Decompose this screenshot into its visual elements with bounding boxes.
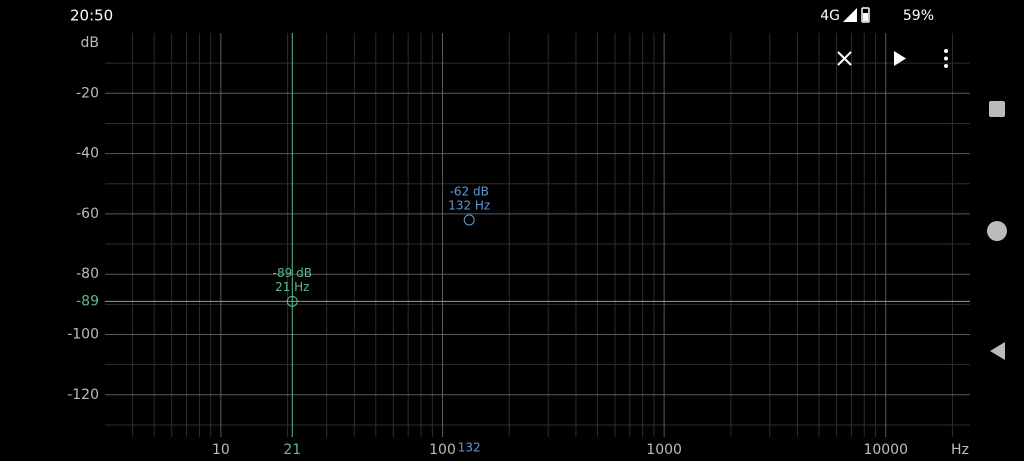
cursor-annotation: -89 dB — [273, 266, 312, 280]
marker-point — [463, 214, 475, 226]
status-network: 4G — [820, 8, 840, 24]
nav-home[interactable] — [987, 221, 1007, 241]
x-tick-label: 100 — [429, 442, 456, 458]
cursor-annotation: 21 Hz — [275, 280, 309, 294]
battery-icon — [861, 7, 870, 23]
marker-annotation: -62 dB — [450, 184, 489, 198]
plot: 10 100 1000 10000 -20 -40 -60 -80 -100 -120 dB Hz -8… — [67, 33, 970, 458]
cursor-x-label: 21 — [283, 442, 301, 458]
y-axis-label: dB — [81, 35, 100, 51]
y-tick-label: -120 — [67, 387, 99, 403]
y-tick-label: -80 — [76, 266, 99, 282]
cursor-point — [286, 295, 298, 307]
x-tick-label: 10 — [212, 442, 230, 458]
marker-x-label: 132 — [458, 441, 481, 455]
status-battery: 59% — [903, 8, 934, 24]
nav-back[interactable] — [990, 342, 1005, 360]
marker-annotation: 132 Hz — [448, 198, 490, 212]
x-axis-label: Hz — [951, 442, 969, 458]
y-tick-label: -60 — [76, 206, 99, 222]
y-tick-label: -100 — [67, 326, 99, 342]
cursor-y-label: -89 — [76, 293, 99, 309]
y-tick-label: -20 — [76, 85, 99, 101]
y-tick-label: -40 — [76, 146, 99, 162]
x-tick-label: 1000 — [646, 442, 682, 458]
close-button[interactable] — [837, 51, 852, 66]
battery-fill — [863, 13, 868, 21]
play-button[interactable] — [894, 51, 906, 66]
menu-button[interactable] — [944, 49, 948, 68]
nav-recents[interactable] — [989, 101, 1005, 117]
x-tick-label: 10000 — [863, 442, 908, 458]
signal-icon — [843, 8, 857, 22]
status-time: 20:50 — [70, 7, 113, 25]
